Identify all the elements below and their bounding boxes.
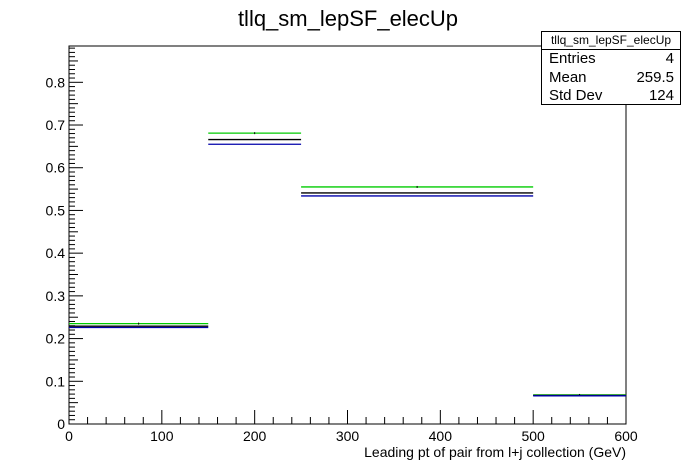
stats-value: 259.5 [636,68,674,86]
x-tick-label: 600 [614,428,638,444]
x-tick-label: 500 [521,428,545,444]
stats-row-mean: Mean 259.5 [542,69,680,88]
stats-row-entries: Entries 4 [542,50,680,69]
stats-value: 4 [665,50,674,67]
x-tick-label: 100 [150,428,174,444]
stats-value: 124 [648,87,674,104]
stats-title: tllq_sm_lepSF_elecUp [542,32,680,50]
y-tick-label: 0.4 [46,245,66,261]
stats-row-stddev: Std Dev 124 [542,87,680,106]
x-axis-label: Leading pt of pair from l+j collection (… [364,444,626,460]
y-tick-label: 0.1 [46,373,66,389]
stats-label: Std Dev [549,87,603,104]
stats-label: Entries [549,50,596,67]
y-tick-label: 0.3 [46,288,66,304]
y-tick-label: 0.8 [46,74,66,90]
x-tick-label: 300 [336,428,360,444]
x-tick-label: 200 [243,428,267,444]
y-tick-label: 0.2 [46,331,66,347]
chart-title: tllq_sm_lepSF_elecUp [238,6,458,31]
stats-box: tllq_sm_lepSF_elecUp Entries 4 Mean 259.… [541,31,681,105]
x-tick-label: 0 [65,428,73,444]
y-tick-label: 0.7 [46,117,66,133]
y-tick-label: 0.6 [46,160,66,176]
y-tick-label: 0 [57,416,65,432]
y-tick-label: 0.5 [46,202,66,218]
stats-label: Mean [549,68,587,86]
x-tick-label: 400 [429,428,453,444]
